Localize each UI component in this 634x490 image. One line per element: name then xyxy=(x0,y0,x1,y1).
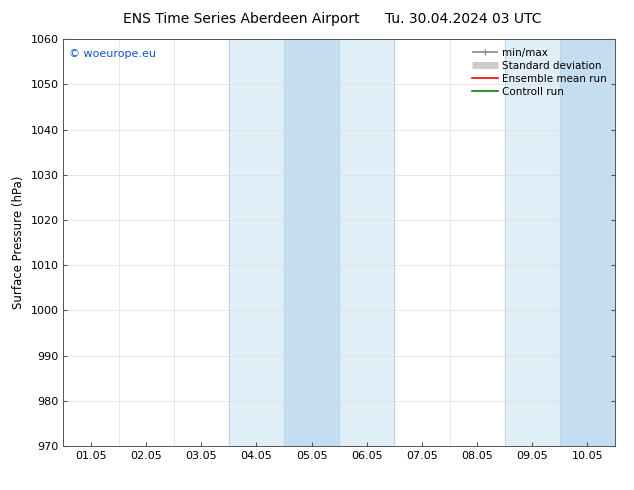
Text: Tu. 30.04.2024 03 UTC: Tu. 30.04.2024 03 UTC xyxy=(385,12,541,26)
Bar xyxy=(284,39,339,446)
Bar xyxy=(505,39,615,446)
Bar xyxy=(560,39,615,446)
Bar xyxy=(229,39,394,446)
Legend: min/max, Standard deviation, Ensemble mean run, Controll run: min/max, Standard deviation, Ensemble me… xyxy=(469,45,610,100)
Y-axis label: Surface Pressure (hPa): Surface Pressure (hPa) xyxy=(12,176,25,309)
Text: © woeurope.eu: © woeurope.eu xyxy=(69,49,156,59)
Text: ENS Time Series Aberdeen Airport: ENS Time Series Aberdeen Airport xyxy=(122,12,359,26)
